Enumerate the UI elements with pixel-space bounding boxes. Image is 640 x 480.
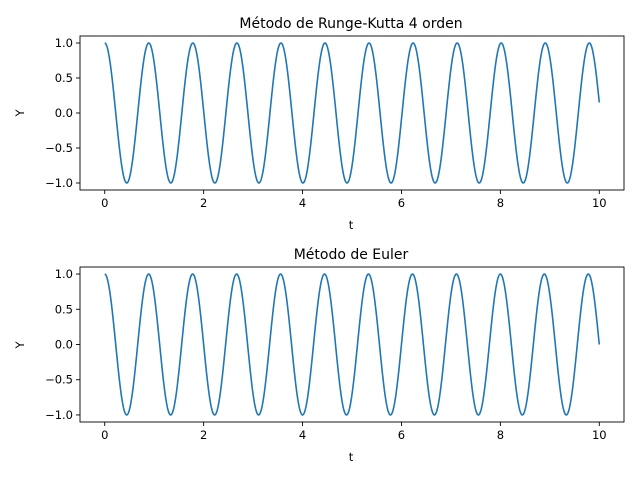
series-line (104, 42, 601, 184)
x-axis-label: t (349, 450, 354, 464)
y-tick-label: −0.5 (45, 373, 73, 387)
x-tick-label: 0 (101, 428, 108, 442)
x-tick-label: 8 (497, 428, 504, 442)
x-tick-label: 6 (398, 428, 405, 442)
x-tick-label: 8 (497, 196, 504, 210)
x-tick-label: 4 (299, 196, 306, 210)
y-tick-label: 0.5 (55, 71, 73, 85)
series-line (104, 273, 601, 416)
chart-title: Método de Euler (294, 247, 409, 263)
x-tick-label: 0 (101, 196, 108, 210)
y-axis-label: Y (13, 109, 27, 118)
chart-title: Método de Runge-Kutta 4 orden (239, 16, 462, 32)
x-tick-label: 2 (200, 428, 207, 442)
y-tick-label: −0.5 (45, 141, 73, 155)
x-tick-label: 4 (299, 428, 306, 442)
y-tick-label: 0.5 (55, 302, 73, 316)
chart-euler: Método de Euler t Y 0 2 4 6 8 10 −1.0 −0.5 0.0 0.… (13, 247, 625, 464)
y-tick-label: −1.0 (45, 408, 73, 422)
y-tick-label: 1.0 (55, 36, 73, 50)
x-tick-label: 10 (592, 428, 607, 442)
y-tick-label: −1.0 (45, 176, 73, 190)
y-tick-label: 1.0 (55, 267, 73, 281)
x-axis-label: t (349, 218, 354, 232)
chart-runge-kutta: Método de Runge-Kutta 4 orden t Y 0 2 4 6 8 1… (13, 16, 625, 232)
y-tick-label: 0.0 (55, 106, 73, 120)
y-tick-label: 0.0 (55, 338, 73, 352)
x-tick-label: 2 (200, 196, 207, 210)
x-tick-label: 10 (592, 196, 607, 210)
y-axis-label: Y (13, 341, 27, 350)
x-tick-label: 6 (398, 196, 405, 210)
